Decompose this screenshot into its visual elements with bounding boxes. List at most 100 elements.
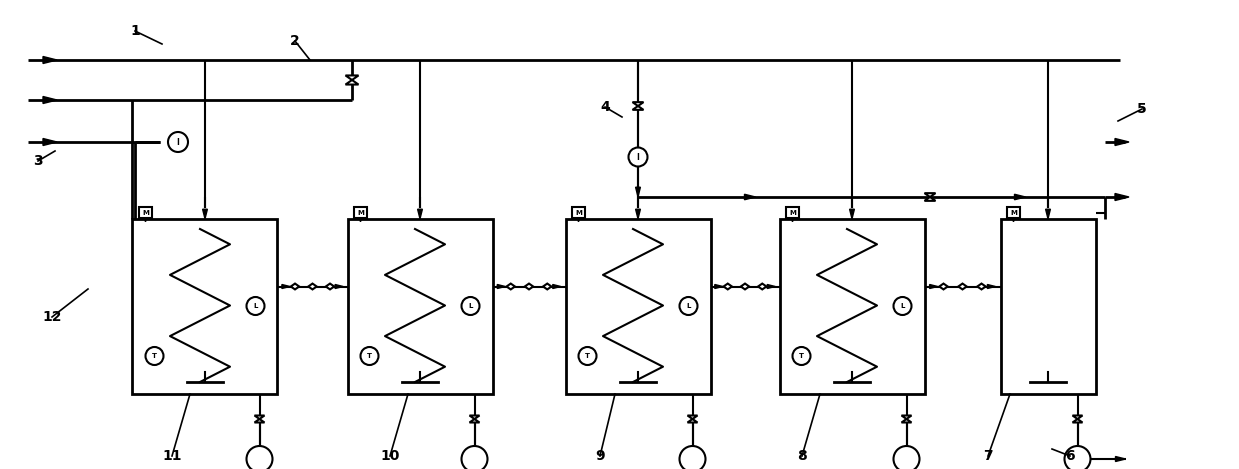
Text: 10: 10 — [380, 449, 400, 463]
Polygon shape — [335, 285, 343, 288]
Text: 4: 4 — [600, 100, 610, 114]
Text: I: I — [177, 137, 180, 146]
Polygon shape — [1015, 194, 1026, 200]
Polygon shape — [525, 284, 533, 289]
Bar — [565, 219, 710, 394]
Bar — [1007, 207, 1020, 219]
Text: 12: 12 — [42, 310, 62, 324]
Bar — [786, 207, 799, 219]
Polygon shape — [632, 102, 643, 106]
Polygon shape — [924, 197, 935, 201]
Text: T: T — [152, 353, 157, 359]
Text: L: L — [901, 303, 904, 309]
Polygon shape — [724, 284, 732, 289]
Polygon shape — [767, 285, 776, 288]
Polygon shape — [43, 97, 57, 104]
Circle shape — [145, 347, 164, 365]
Text: M: M — [575, 210, 582, 216]
Polygon shape — [203, 209, 207, 219]
Polygon shape — [326, 284, 335, 289]
Polygon shape — [470, 416, 479, 419]
Polygon shape — [1073, 416, 1083, 419]
Circle shape — [169, 132, 188, 152]
Text: L: L — [686, 303, 690, 309]
Bar — [347, 219, 492, 394]
Text: 8: 8 — [797, 449, 807, 463]
Polygon shape — [741, 284, 750, 289]
Circle shape — [628, 147, 648, 166]
Polygon shape — [1115, 456, 1125, 461]
Text: 9: 9 — [595, 449, 605, 463]
Polygon shape — [497, 285, 506, 288]
Polygon shape — [43, 138, 57, 145]
Polygon shape — [1115, 138, 1129, 145]
Text: 1: 1 — [130, 24, 140, 38]
Bar — [572, 207, 585, 219]
Circle shape — [579, 347, 596, 365]
Polygon shape — [632, 106, 643, 110]
Polygon shape — [1073, 419, 1083, 423]
Text: M: M — [1010, 210, 1017, 216]
Circle shape — [679, 446, 705, 469]
Polygon shape — [254, 419, 264, 423]
Bar — [1001, 219, 1095, 394]
Text: 2: 2 — [290, 34, 300, 48]
Text: T: T — [799, 353, 804, 359]
Polygon shape — [543, 284, 551, 289]
Polygon shape — [978, 284, 986, 289]
Polygon shape — [418, 209, 422, 219]
Polygon shape — [636, 209, 641, 219]
Polygon shape — [987, 285, 995, 288]
Circle shape — [793, 347, 810, 365]
Circle shape — [361, 347, 378, 365]
Circle shape — [461, 446, 487, 469]
Polygon shape — [43, 56, 57, 63]
Bar — [133, 219, 278, 394]
Text: I: I — [637, 152, 639, 161]
Polygon shape — [507, 284, 515, 289]
Bar — [354, 207, 367, 219]
Polygon shape — [688, 419, 698, 423]
Polygon shape — [346, 80, 358, 84]
Polygon shape — [850, 209, 855, 219]
Polygon shape — [142, 212, 147, 222]
Circle shape — [1064, 446, 1090, 469]
Circle shape — [893, 446, 919, 469]
Text: M: M — [357, 210, 364, 216]
Polygon shape — [939, 284, 948, 289]
Polygon shape — [715, 285, 722, 288]
Polygon shape — [688, 416, 698, 419]
Text: L: L — [468, 303, 473, 309]
Text: M: M — [789, 210, 795, 216]
Polygon shape — [1011, 212, 1016, 222]
Circle shape — [247, 297, 264, 315]
Text: T: T — [585, 353, 590, 359]
Circle shape — [247, 446, 273, 469]
Bar — [779, 219, 924, 394]
Polygon shape — [282, 285, 290, 288]
Polygon shape — [902, 416, 912, 419]
Bar — [139, 207, 152, 219]
Text: 6: 6 — [1066, 449, 1074, 463]
Circle shape — [679, 297, 698, 315]
Polygon shape — [790, 212, 795, 222]
Polygon shape — [470, 419, 479, 423]
Text: M: M — [142, 210, 149, 216]
Polygon shape — [254, 416, 264, 419]
Polygon shape — [1046, 209, 1051, 219]
Polygon shape — [1115, 194, 1129, 201]
Polygon shape — [745, 194, 756, 200]
Polygon shape — [958, 284, 966, 289]
Polygon shape — [924, 193, 935, 197]
Polygon shape — [758, 284, 767, 289]
Polygon shape — [929, 285, 938, 288]
Text: T: T — [367, 353, 372, 359]
Circle shape — [461, 297, 479, 315]
Polygon shape — [636, 187, 641, 197]
Polygon shape — [309, 284, 317, 289]
Text: 11: 11 — [162, 449, 182, 463]
Text: 7: 7 — [984, 449, 992, 463]
Text: 5: 5 — [1137, 102, 1147, 116]
Polygon shape — [291, 284, 299, 289]
Polygon shape — [553, 285, 561, 288]
